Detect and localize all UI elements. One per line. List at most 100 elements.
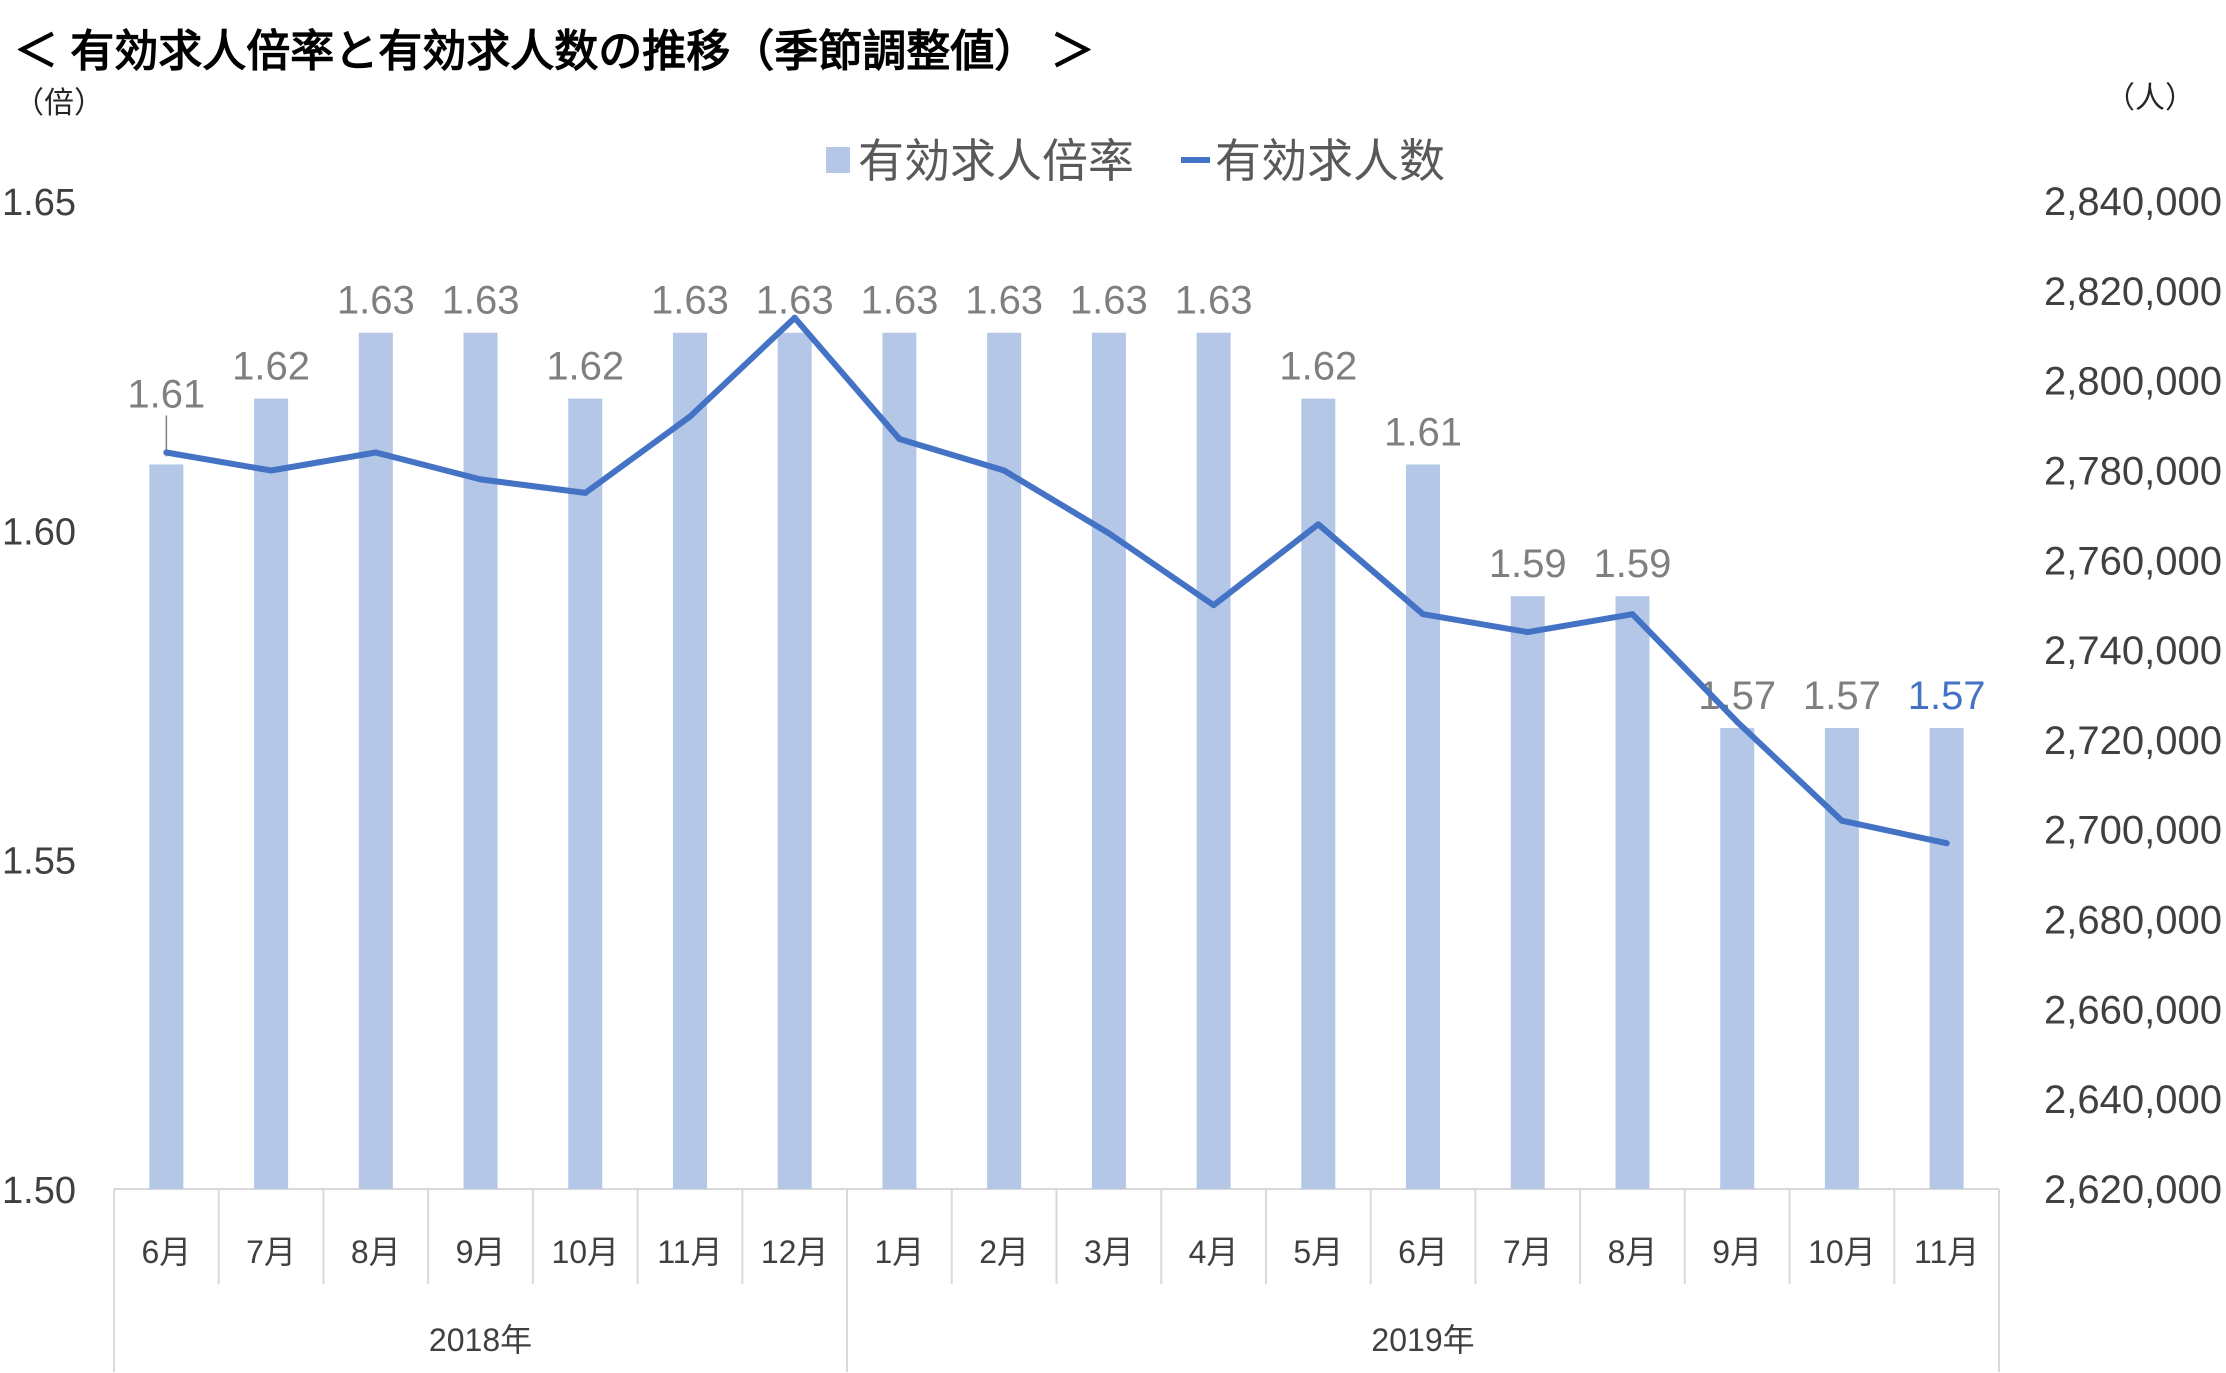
bar [1929,727,1964,1189]
bar [1510,596,1545,1189]
x-tick-label: 10月 [551,1234,619,1270]
y-right-tick-label: 2,760,000 [2044,539,2222,583]
bar [1824,727,1859,1189]
y-left-tick-label: 1.60 [2,511,76,553]
line-point [1105,530,1112,537]
data-label: 1.62 [546,345,624,389]
line-point [896,436,903,443]
line-point [1315,521,1322,528]
y-right-tick-label: 2,840,000 [2044,180,2222,224]
x-tick-label: 7月 [1503,1234,1553,1270]
x-tick-label: 8月 [1608,1234,1658,1270]
data-label: 1.63 [1175,279,1253,323]
y-right-tick-label: 2,740,000 [2044,629,2222,673]
bar [1301,398,1336,1190]
line-point [1734,718,1741,725]
line-series-group [163,314,1950,847]
bar [1406,464,1441,1189]
x-tick-label: 11月 [1914,1234,1979,1270]
bar [882,332,917,1189]
legend-item-bar: 有効求人倍率 [826,135,1134,187]
line-series [163,314,1950,847]
bar [1091,332,1126,1189]
x-group-label: 2019年 [1371,1322,1474,1358]
x-group-label: 2018年 [429,1322,532,1358]
data-label: 1.61 [1384,410,1462,454]
y-right-tick-label: 2,680,000 [2044,899,2222,943]
line-point [1629,611,1636,618]
data-label: 1.63 [337,279,415,323]
bar [463,332,498,1189]
x-tick-label: 4月 [1189,1234,1239,1270]
bar [568,398,603,1190]
legend-item-line: 有効求人数 [1181,135,1445,187]
bar-series [149,332,1964,1190]
right-axis-unit: （人） [2105,82,2195,115]
legend-line-label: 有効求人数 [1215,135,1445,187]
line-point [791,314,798,321]
legend-bar-swatch [826,147,850,173]
data-label: 1.59 [1489,542,1567,586]
data-label: 1.62 [232,345,310,389]
line-point [1838,817,1845,824]
x-tick-label: 6月 [1398,1234,1448,1270]
y-right-tick-label: 2,660,000 [2044,988,2222,1032]
line-point [1943,840,1950,847]
y-right-tick-label: 2,800,000 [2044,360,2222,404]
y-left-tick-label: 1.55 [2,841,76,883]
x-tick-label: 12月 [761,1234,829,1270]
bar [1196,332,1231,1189]
bar [149,464,184,1189]
x-tick-label: 9月 [1712,1234,1762,1270]
bar [777,332,812,1189]
y-left-axis: 1.65 1.60 1.55 1.50 [2,182,76,1212]
y-right-tick-label: 2,720,000 [2044,719,2222,763]
line-point [163,449,170,456]
y-left-tick-label: 1.65 [2,182,76,224]
y-right-tick-label: 2,640,000 [2044,1078,2222,1122]
line-point [1524,629,1531,636]
x-tick-label: 9月 [456,1234,506,1270]
bar [358,332,393,1189]
bar [672,332,707,1189]
bar [987,332,1022,1189]
y-left-tick-label: 1.50 [2,1170,76,1212]
data-label: 1.63 [651,279,729,323]
legend-bar-label: 有効求人倍率 [858,135,1134,187]
y-right-axis: 2,840,000 2,820,000 2,800,000 2,780,000 2,76… [2044,180,2222,1212]
bar [1720,727,1755,1189]
line-point [372,449,379,456]
category-axis: 6月 7月 8月 9月 10月 11月 12月 1月 2月 3月 4月 5月 6月 7月 8月 9月 10月 11… [113,1188,2000,1372]
data-label: 1.57 [1908,674,1986,718]
chart-title: ＜ 有効求人倍率と有効求人数の推移（季節調整値） ＞ [14,27,1094,76]
x-tick-label: 3月 [1084,1234,1134,1270]
data-label: 1.57 [1803,674,1881,718]
line-point [268,467,275,474]
legend: 有効求人倍率 有効求人数 [826,135,1445,187]
x-tick-label: 11月 [657,1234,722,1270]
left-axis-unit: （倍） [14,87,104,120]
x-tick-label: 8月 [351,1234,401,1270]
y-right-tick-label: 2,700,000 [2044,809,2222,853]
x-tick-label: 10月 [1808,1234,1876,1270]
data-label: 1.63 [1070,279,1148,323]
data-labels: 1.61 1.62 1.63 1.63 1.62 1.63 1.63 1.63 1.63 1.63… [127,279,1985,718]
data-label: 1.63 [965,279,1043,323]
data-label: 1.59 [1594,542,1672,586]
line-point [1210,602,1217,609]
line-point [686,413,693,420]
y-right-tick-label: 2,780,000 [2044,449,2222,493]
data-label: 1.63 [442,279,520,323]
y-right-tick-label: 2,620,000 [2044,1168,2222,1212]
line-point [477,476,484,483]
data-label: 1.62 [1279,345,1357,389]
bar [254,398,289,1190]
bar [1615,596,1650,1189]
line-point [1001,467,1008,474]
x-tick-label: 6月 [141,1234,191,1270]
x-tick-label: 5月 [1293,1234,1343,1270]
line-point [1420,611,1427,618]
x-tick-label: 1月 [875,1234,925,1270]
y-right-tick-label: 2,820,000 [2044,270,2222,314]
